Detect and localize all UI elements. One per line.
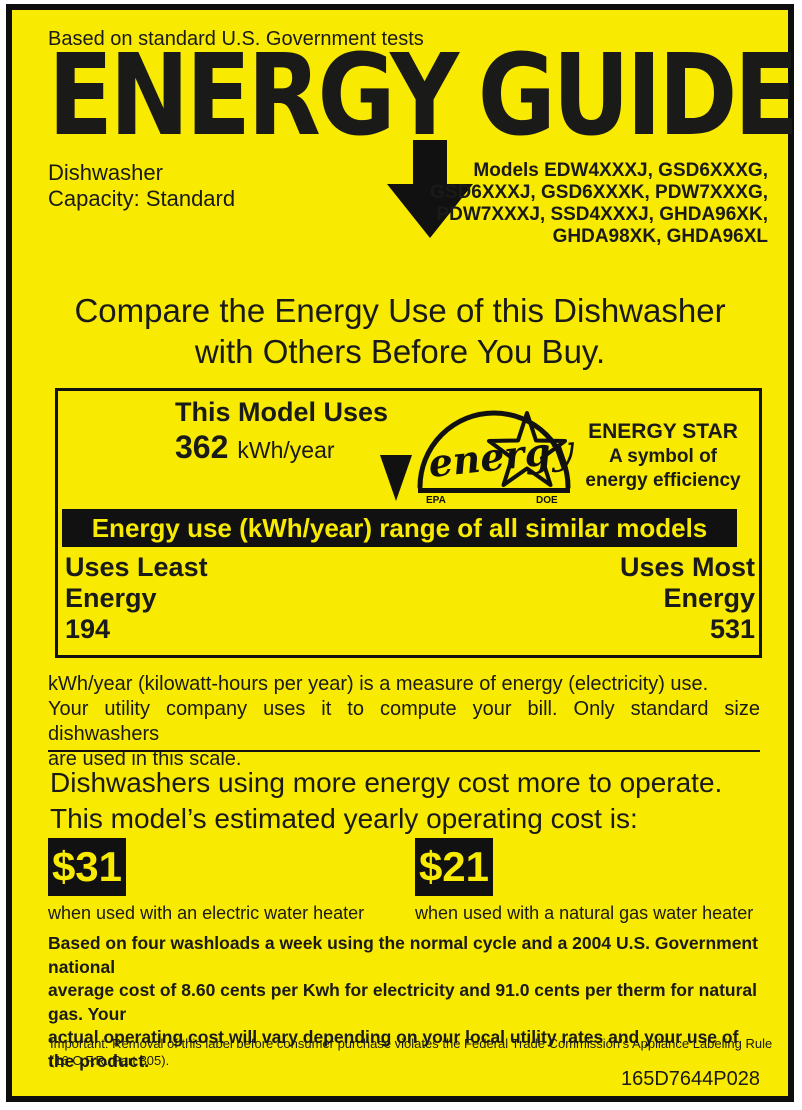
logo-energy-text: ENERGY [48, 31, 459, 161]
energy-star-text-block: ENERGY STAR A symbol of energy efficienc… [575, 419, 751, 493]
assumptions-note: Based on four washloads a week using the… [48, 933, 758, 1071]
ftc-fine-print: Important: Removal of this label before … [50, 1036, 773, 1068]
uses-most-value: 531 [709, 614, 755, 644]
logo-guide-text: GUIDE [477, 31, 799, 161]
model-uses-value: 362 [175, 429, 229, 465]
energy-star-logo-icon: energy EPA DOE [417, 410, 578, 506]
model-uses-label: This Model Uses [175, 397, 389, 427]
compare-heading: Compare the Energy Use of this Dishwashe… [74, 292, 726, 370]
uses-least-line: Uses Least [65, 552, 208, 582]
energy-star-subtitle: A symbol of energy efficiency [585, 446, 741, 491]
operating-cost-heading: Dishwashers using more energy cost more … [50, 767, 723, 834]
model-uses-unit: kWh/year [237, 437, 335, 463]
part-number: 165D7644P028 [620, 1068, 760, 1090]
energy-star-title: ENERGY STAR [588, 420, 738, 443]
range-pointer-icon [380, 455, 412, 501]
gas-cost-caption: when used with a natural gas water heate… [415, 903, 754, 923]
energyguide-label: Based on standard U.S. Government tests … [6, 4, 799, 1102]
appliance-info: Dishwasher Capacity: Standard [48, 160, 235, 212]
models-line: GSD6XXXJ, GSD6XXXK, PDW7XXXG, [430, 182, 768, 203]
appliance-capacity: Capacity: Standard [48, 186, 236, 211]
uses-least-line: Energy [65, 583, 157, 613]
doe-text: DOE [536, 495, 558, 506]
uses-most-line: Energy [663, 583, 755, 613]
models-list: Models EDW4XXXJ, GSD6XXXG, GSD6XXXJ, GSD… [430, 160, 768, 248]
range-bar: Energy use (kWh/year) range of all simil… [62, 509, 737, 547]
appliance-type: Dishwasher [48, 160, 163, 185]
uses-most-block: Uses Most Energy 531 [620, 552, 755, 645]
models-line: Models EDW4XXXJ, GSD6XXXG, [473, 160, 768, 181]
electric-cost-badge: $31 [48, 838, 126, 896]
electric-cost-caption: when used with an electric water heater [48, 903, 365, 923]
models-line: GHDA98XK, GHDA96XL [552, 226, 768, 247]
down-arrow-icon [387, 140, 473, 238]
usage-comparison-box: This Model Uses 362 kWh/year energy EPA … [55, 388, 762, 658]
models-line: PDW7XXXJ, SSD4XXXJ, GHDA96XK, [436, 204, 768, 225]
energy-script-text: energy [426, 426, 577, 486]
section-divider [48, 750, 760, 752]
gas-cost-badge: $21 [415, 838, 493, 896]
uses-least-value: 194 [65, 614, 111, 644]
uses-least-block: Uses Least Energy 194 [65, 552, 208, 645]
model-uses-value-row: 362 kWh/year [175, 429, 335, 466]
scale-note: kWh/year (kilowatt-hours per year) is a … [48, 673, 760, 770]
energyguide-logo: ENERGY GUIDE [48, 31, 799, 161]
government-tests-disclaimer: Based on standard U.S. Government tests [48, 28, 424, 50]
uses-most-line: Uses Most [619, 552, 755, 582]
epa-text: EPA [426, 495, 446, 506]
